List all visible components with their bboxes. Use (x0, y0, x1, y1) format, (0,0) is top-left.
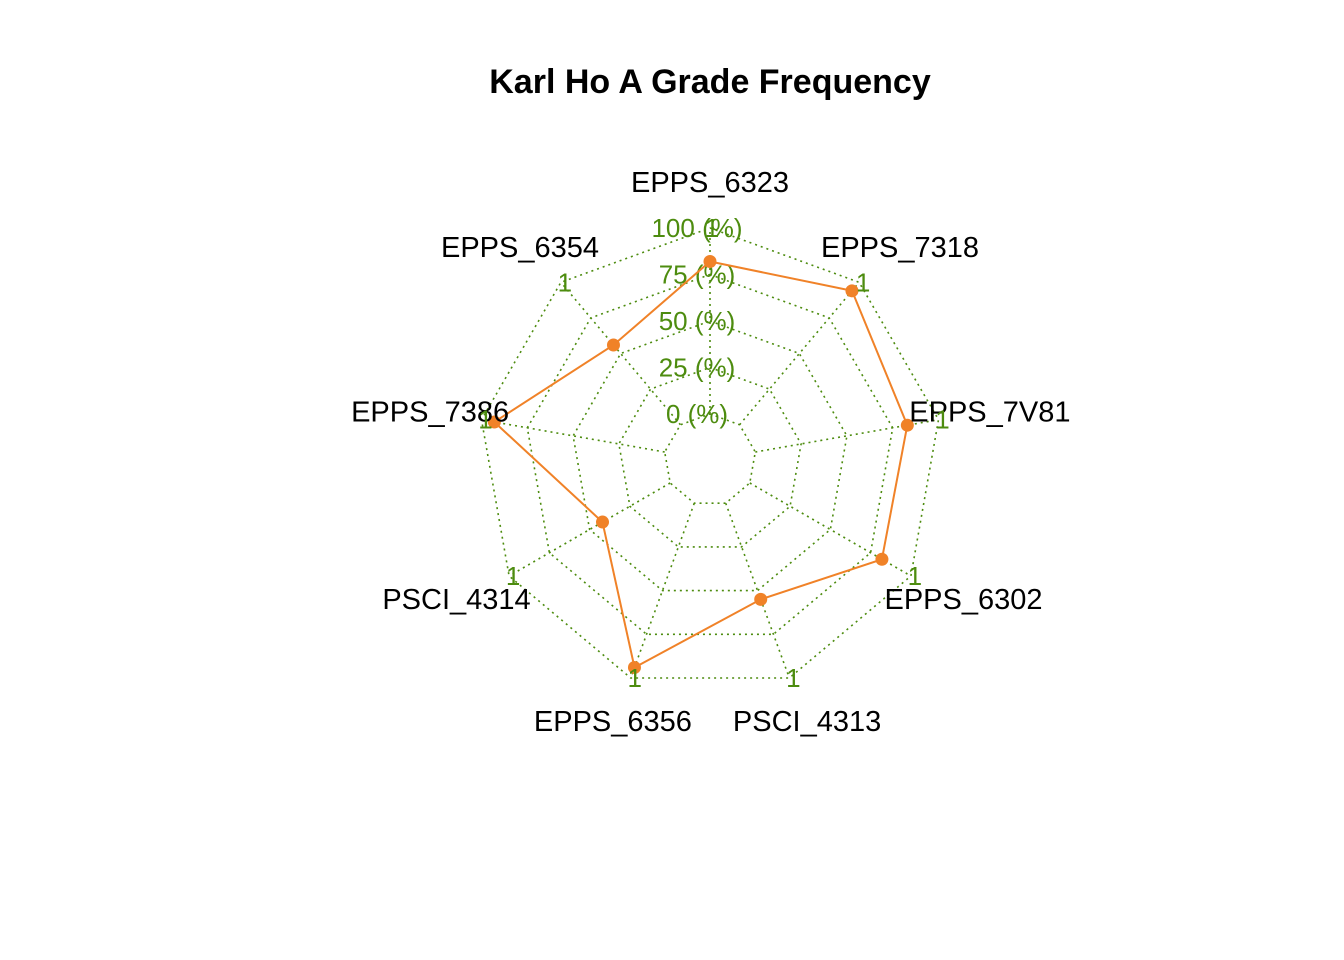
ring-label: 50 (%) (659, 306, 736, 336)
ring-label: 25 (%) (659, 353, 736, 383)
ring-label: 0 (%) (666, 399, 728, 429)
grid-spoke-6 (508, 482, 671, 577)
radar-series (487, 254, 914, 675)
axis-max-label: 1 (935, 405, 949, 435)
series-point-EPPS_6356 (627, 661, 641, 675)
axis-label-PSCI_4313: PSCI_4313 (733, 706, 881, 738)
axis-max-label: 1 (558, 267, 572, 297)
axis-label-PSCI_4314: PSCI_4314 (382, 584, 530, 616)
series-point-EPPS_7V81 (900, 418, 914, 432)
grid-spoke-1 (738, 281, 860, 426)
series-point-PSCI_4313 (754, 592, 768, 606)
ring-label: 100 (%) (651, 213, 742, 243)
series-point-EPPS_6302 (875, 552, 889, 566)
ring-labels: 0 (%)25 (%)50 (%)75 (%)100 (%) (651, 213, 742, 429)
grid-spoke-2 (755, 418, 939, 453)
grid-ring-4 (480, 227, 940, 679)
axis-max-label: 1 (786, 663, 800, 693)
grid-ring-3 (526, 273, 894, 636)
chart-title: Karl Ho A Grade Frequency (489, 63, 931, 101)
axis-label-EPPS_7318: EPPS_7318 (821, 232, 979, 264)
axis-labels: EPPS_6323 EPPS_7318 EPPS_7V81 EPPS_6302 PSCI… (351, 167, 1070, 738)
grid-spoke-8 (560, 281, 682, 426)
axis-max-label: 1 (478, 405, 492, 435)
series-point-EPPS_6323 (703, 254, 717, 268)
axis-label-EPPS_6302: EPPS_6302 (884, 584, 1042, 616)
grid-spoke-5 (629, 502, 696, 679)
grid-spoke-3 (749, 482, 912, 577)
series-point-EPPS_6354 (606, 338, 620, 352)
axis-max-label: 1 (908, 561, 922, 591)
grid-ring-1 (618, 366, 802, 548)
axis-max-labels: 1 1 1 1 1 1 1 1 1 (478, 213, 949, 693)
radar-grid (480, 227, 940, 679)
series-line (492, 260, 909, 670)
series-point-EPPS_7318 (845, 284, 859, 298)
axis-label-EPPS_6354: EPPS_6354 (441, 232, 599, 264)
grid-spoke-7 (481, 418, 665, 453)
axis-max-label: 1 (856, 267, 870, 297)
series-point-PSCI_4314 (596, 515, 610, 529)
axis-label-EPPS_7V81: EPPS_7V81 (909, 397, 1070, 429)
grid-spoke-4 (724, 502, 791, 679)
grid-ring-0 (663, 413, 757, 505)
axis-max-label: 1 (627, 663, 641, 693)
axis-label-EPPS_6356: EPPS_6356 (534, 706, 692, 738)
axis-max-label: 1 (506, 561, 520, 591)
series-point-EPPS_7386 (487, 415, 501, 429)
grid-ring-2 (572, 320, 848, 592)
axis-label-EPPS_6323: EPPS_6323 (631, 167, 789, 199)
axis-max-label: 1 (705, 213, 719, 243)
axis-label-EPPS_7386: EPPS_7386 (351, 397, 509, 429)
